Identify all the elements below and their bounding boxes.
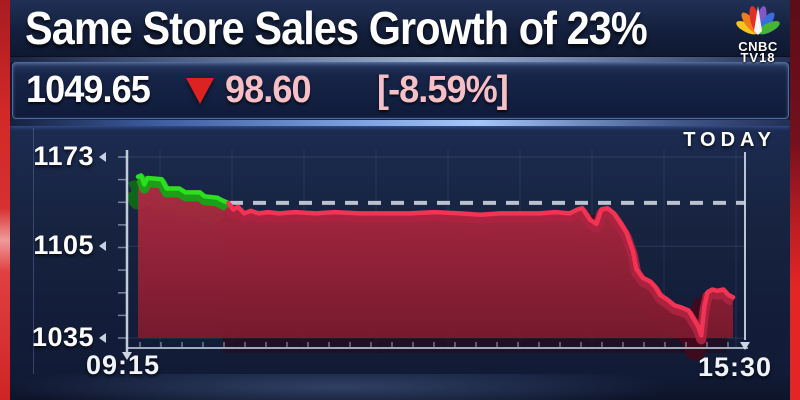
x-axis-label-close: 15:30 — [698, 352, 773, 382]
tick-pointer-icon — [99, 240, 106, 251]
chart-panel-left-edge — [33, 128, 34, 374]
price-ticker-panel: 1049.65 98.60 [-8.59%] — [12, 62, 789, 119]
logo-text-cnbc: CNBC — [738, 39, 778, 54]
title-bar: Same Store Sales Growth of 23% — [10, 0, 790, 57]
tick-pointer-icon — [99, 151, 106, 162]
y-axis-tick-value: 1035 — [31, 322, 94, 352]
right-edge-stripe — [790, 0, 800, 400]
divider-glow — [10, 120, 790, 126]
tick-pointer-icon — [99, 332, 106, 343]
y-axis-label: 1173 — [28, 141, 106, 172]
left-edge-stripe — [0, 0, 10, 400]
y-axis-label: 1035 — [28, 322, 106, 353]
last-price: 1049.65 — [26, 69, 151, 111]
cnbc-tv18-logo: CNBC TV18 — [729, 3, 787, 64]
bottom-glow — [10, 374, 790, 400]
logo-text-tv18: TV18 — [740, 50, 776, 65]
down-triangle-icon — [186, 77, 215, 104]
headline-title: Same Store Sales Growth of 23% — [25, 2, 648, 54]
price-change-percent: [-8.59%] — [377, 69, 509, 111]
divider-top — [10, 56, 790, 62]
y-axis-tick-value: 1173 — [33, 141, 94, 171]
x-axis-label-open: 09:15 — [86, 350, 161, 380]
nbc-peacock-icon — [736, 6, 780, 35]
session-label: TODAY — [683, 129, 776, 151]
y-axis-label: 1105 — [28, 230, 106, 261]
price-change: 98.60 — [225, 69, 312, 111]
y-axis-tick-value: 1105 — [33, 230, 94, 261]
